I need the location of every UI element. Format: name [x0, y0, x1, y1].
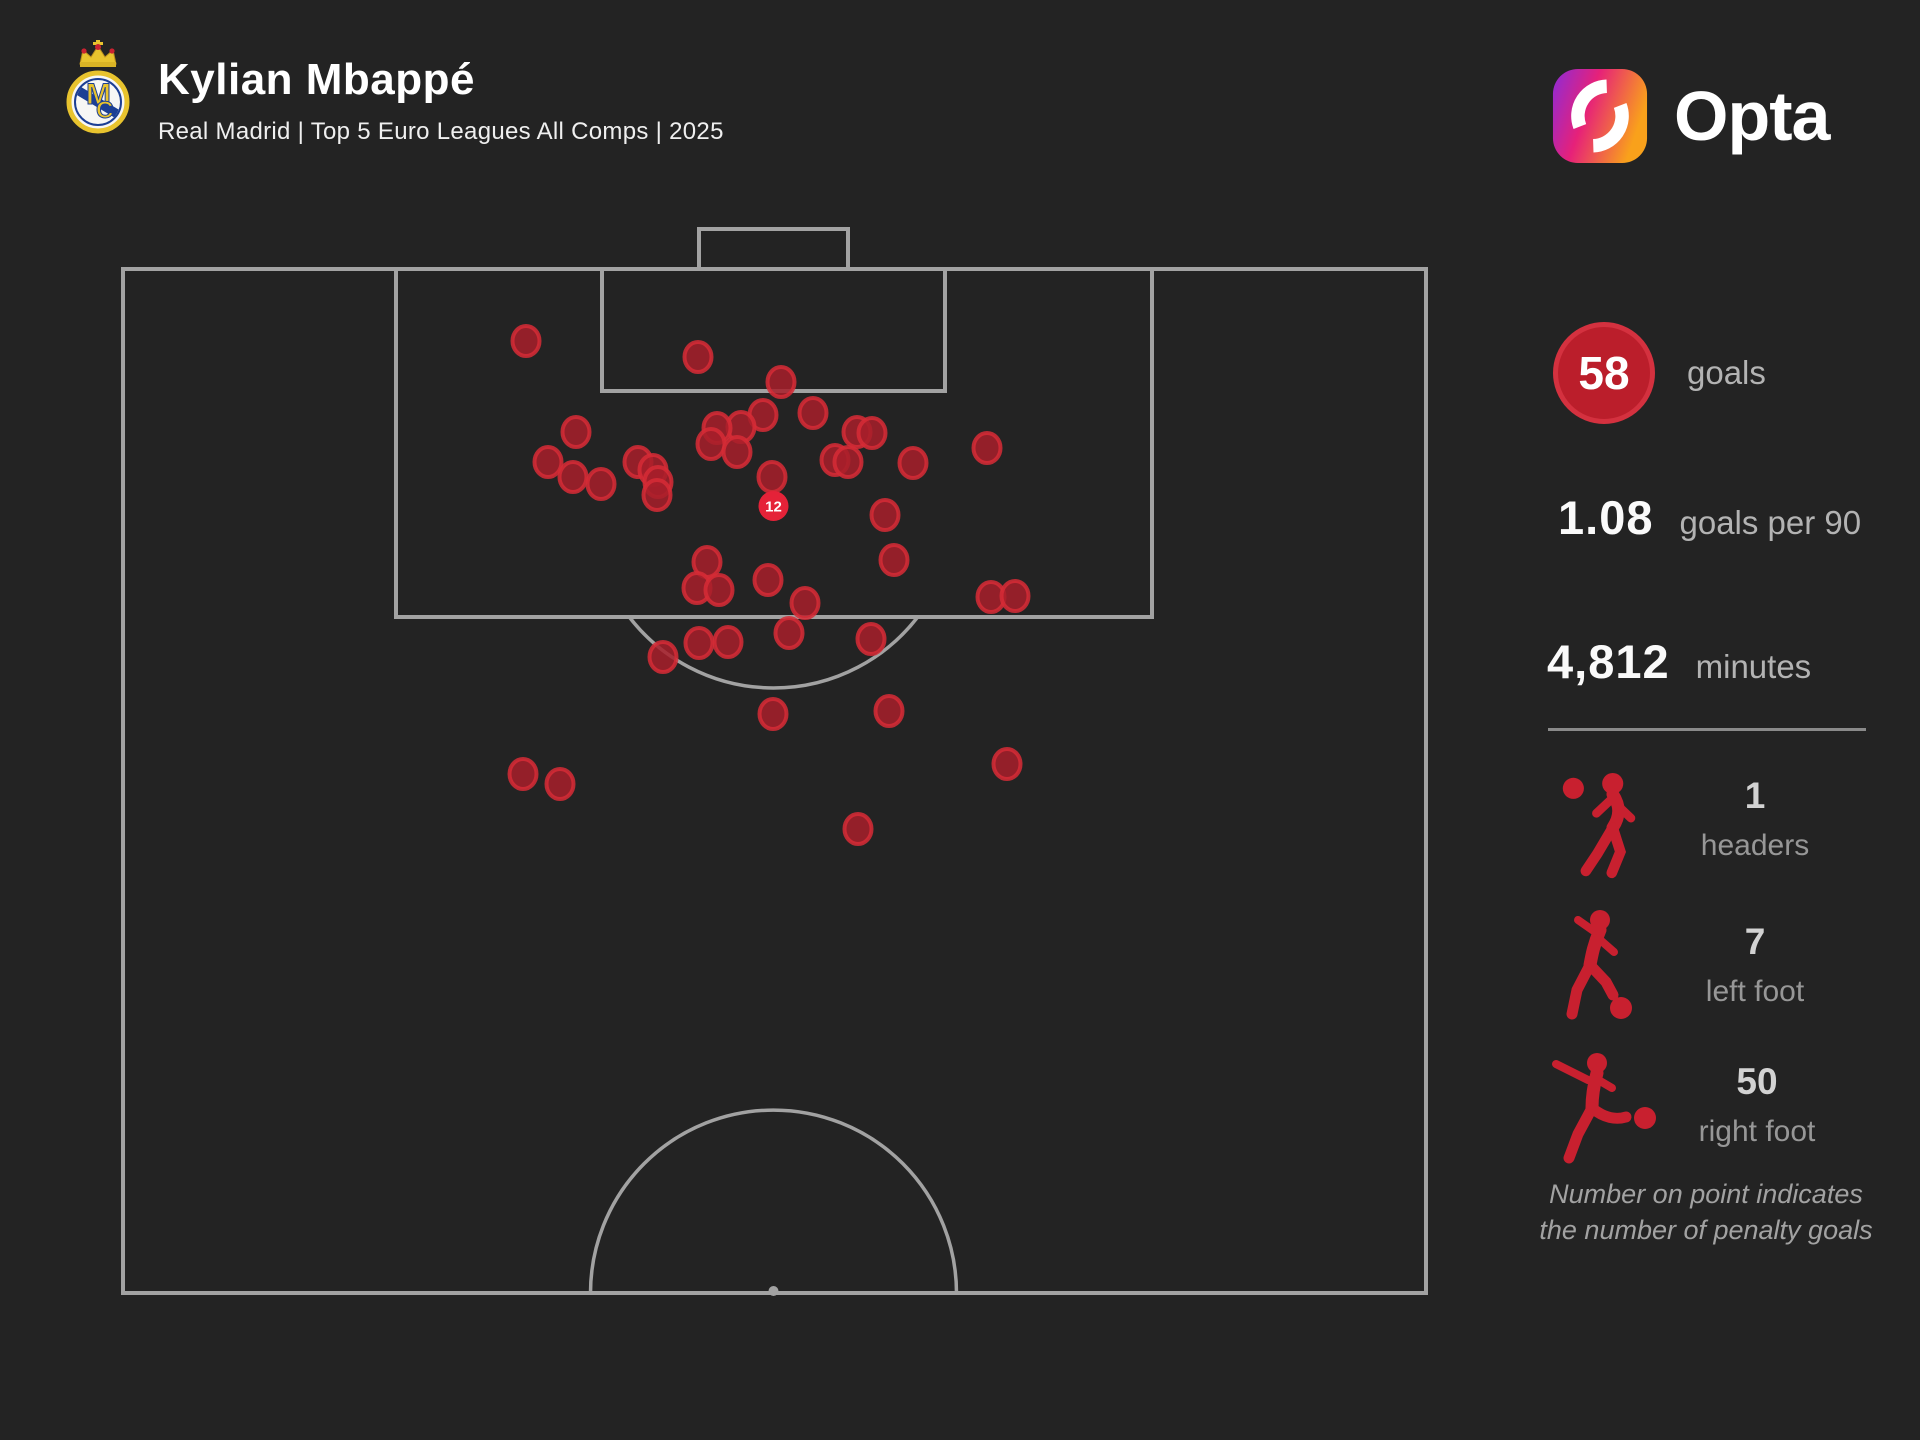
goal-dot: [560, 415, 592, 449]
centre-spot: [768, 1286, 779, 1296]
minutes-stat: 4,812 minutes: [1547, 634, 1811, 689]
headers-value: 1: [1744, 775, 1766, 816]
penalty-note: Number on point indicates the number of …: [1522, 1176, 1890, 1248]
goal-dot: [765, 365, 797, 399]
goal-dot: [712, 625, 744, 659]
goals-per-90-value: 1.08: [1558, 491, 1654, 544]
goals-circle-badge: 58: [1553, 322, 1655, 424]
penalty-goals-marker: [758, 491, 789, 521]
svg-text:M: M: [86, 78, 111, 111]
goal-dot: [991, 747, 1023, 781]
penalty-note-line-2: the number of penalty goals: [1539, 1215, 1873, 1245]
goal-dot: [999, 579, 1031, 613]
minutes-value: 4,812: [1547, 635, 1670, 688]
right-foot-icon: [1552, 1053, 1656, 1164]
goal-dot: [797, 396, 829, 430]
goal-dot: [971, 431, 1003, 465]
goal-dot: [756, 460, 788, 494]
goal-dot: [752, 563, 784, 597]
right-foot-value: 50: [1736, 1061, 1778, 1102]
left-foot-stat: 7 left foot: [1645, 921, 1865, 1009]
goal-dot: [878, 543, 910, 577]
opta-mark-icon: [1552, 68, 1648, 164]
goal-dot: [721, 435, 753, 469]
shot-dots: 12: [507, 324, 1031, 846]
penalty-marker-label: 12: [765, 499, 782, 516]
goal-dot: [789, 586, 821, 620]
goal-dot: [842, 812, 874, 846]
real-madrid-crest: M C: [66, 40, 130, 134]
goal-dot: [773, 616, 805, 650]
right-foot-label: right foot: [1698, 1114, 1816, 1148]
goal-dot: [869, 498, 901, 532]
svg-text:C: C: [96, 97, 113, 124]
goal-dot: [507, 757, 539, 791]
goals-per-90-stat: 1.08 goals per 90: [1558, 490, 1861, 545]
goal-dot: [855, 622, 887, 656]
goal-dot: [510, 324, 542, 358]
centre-circle: [588, 1108, 959, 1294]
page-title: Kylian Mbappé: [158, 55, 475, 104]
goal-dot: [532, 445, 564, 479]
right-foot-stat: 50 right foot: [1647, 1061, 1867, 1149]
header-goal-icon: [1562, 773, 1636, 879]
left-foot-icon: [1566, 910, 1632, 1020]
goals-value: 58: [1578, 347, 1630, 399]
penalty-note-line-1: Number on point indicates: [1549, 1179, 1863, 1209]
crest-shield: M C: [66, 70, 130, 134]
goal-dot: [647, 640, 679, 674]
headers-stat: 1 headers: [1645, 775, 1865, 863]
goal-dot: [682, 340, 714, 374]
goal-dot: [757, 697, 789, 731]
goal-dot: [703, 573, 735, 607]
goals-per-90-label: goals per 90: [1679, 504, 1862, 541]
left-foot-value: 7: [1744, 921, 1766, 962]
goal-dot: [683, 626, 715, 660]
goals-stat: 58 goals: [1553, 322, 1766, 424]
goal-dot: [695, 427, 727, 461]
goal-dot: [832, 445, 864, 479]
headers-label: headers: [1700, 828, 1810, 862]
header: Kylian Mbappé Real Madrid | Top 5 Euro L…: [158, 55, 724, 146]
crown-icon: [79, 40, 117, 67]
goal-frame: [697, 227, 850, 271]
left-foot-label: left foot: [1705, 974, 1805, 1008]
panel-divider: [1548, 728, 1866, 731]
goal-dot: [856, 416, 888, 450]
goal-dot: [544, 767, 576, 801]
opta-logo: Opta: [1552, 68, 1830, 164]
goal-dot: [897, 446, 929, 480]
goal-dot: [641, 478, 673, 512]
minutes-label: minutes: [1695, 648, 1812, 685]
opta-wordmark: Opta: [1674, 77, 1830, 155]
goals-label: goals: [1687, 354, 1766, 391]
goal-dot: [873, 694, 905, 728]
goal-dot: [585, 467, 617, 501]
goal-dot: [557, 460, 589, 494]
subtitle: Real Madrid | Top 5 Euro Leagues All Com…: [158, 118, 724, 146]
